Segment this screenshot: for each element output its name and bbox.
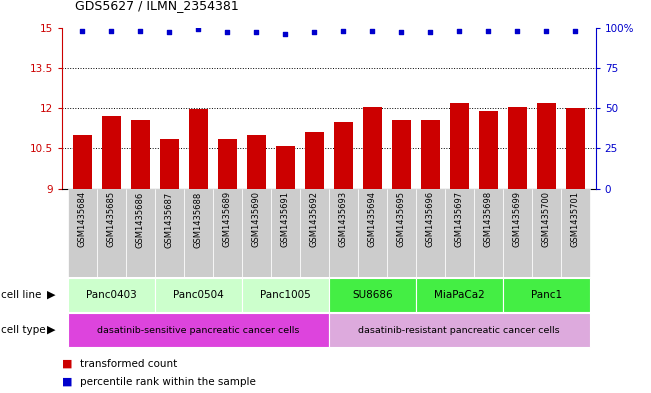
Text: GSM1435695: GSM1435695 <box>397 191 406 247</box>
Text: GSM1435686: GSM1435686 <box>135 191 145 248</box>
Text: GSM1435690: GSM1435690 <box>252 191 260 247</box>
Bar <box>242 278 329 312</box>
Point <box>135 28 145 34</box>
Bar <box>102 116 120 189</box>
Bar <box>189 109 208 189</box>
Point <box>367 28 378 34</box>
Bar <box>247 135 266 189</box>
Bar <box>566 108 585 189</box>
Text: ■: ■ <box>62 377 72 387</box>
Point <box>338 28 348 34</box>
Bar <box>242 189 271 277</box>
Point <box>425 29 436 35</box>
Bar <box>387 189 416 277</box>
Text: Panc1: Panc1 <box>531 290 562 300</box>
Point <box>164 29 174 35</box>
Text: GSM1435698: GSM1435698 <box>484 191 493 248</box>
Text: GSM1435697: GSM1435697 <box>455 191 464 248</box>
Text: GSM1435693: GSM1435693 <box>339 191 348 248</box>
Text: ■: ■ <box>62 358 72 369</box>
Text: percentile rank within the sample: percentile rank within the sample <box>80 377 256 387</box>
Point <box>222 29 232 35</box>
Point <box>280 31 290 37</box>
Bar <box>358 189 387 277</box>
Bar <box>508 107 527 189</box>
Text: GSM1435685: GSM1435685 <box>107 191 116 248</box>
Bar <box>479 111 498 189</box>
Text: GSM1435691: GSM1435691 <box>281 191 290 247</box>
Text: GSM1435701: GSM1435701 <box>571 191 580 247</box>
Text: Panc1005: Panc1005 <box>260 290 311 300</box>
Text: GSM1435700: GSM1435700 <box>542 191 551 247</box>
Bar <box>96 189 126 277</box>
Bar <box>421 120 439 189</box>
Text: GDS5627 / ILMN_2354381: GDS5627 / ILMN_2354381 <box>75 0 239 12</box>
Bar <box>126 189 155 277</box>
Text: SU8686: SU8686 <box>352 290 393 300</box>
Bar <box>155 189 184 277</box>
Text: dasatinib-sensitive pancreatic cancer cells: dasatinib-sensitive pancreatic cancer ce… <box>97 326 299 334</box>
Bar <box>276 146 295 189</box>
Bar <box>73 135 92 189</box>
Text: ▶: ▶ <box>47 290 55 300</box>
Point <box>309 29 320 35</box>
Bar <box>503 278 590 312</box>
Bar <box>392 120 411 189</box>
Bar <box>416 189 445 277</box>
Point <box>77 28 87 34</box>
Bar <box>131 120 150 189</box>
Bar <box>271 189 299 277</box>
Text: cell type: cell type <box>1 325 46 335</box>
Bar <box>155 278 242 312</box>
Text: GSM1435694: GSM1435694 <box>368 191 377 247</box>
Text: dasatinib-resistant pancreatic cancer cells: dasatinib-resistant pancreatic cancer ce… <box>359 326 560 334</box>
Bar <box>503 189 532 277</box>
Text: transformed count: transformed count <box>80 358 177 369</box>
Bar <box>329 313 590 347</box>
Text: GSM1435696: GSM1435696 <box>426 191 435 248</box>
Text: MiaPaCa2: MiaPaCa2 <box>434 290 485 300</box>
Text: GSM1435699: GSM1435699 <box>513 191 522 247</box>
Bar <box>305 132 324 189</box>
Bar <box>450 103 469 189</box>
Point <box>251 29 262 35</box>
Bar <box>218 139 237 189</box>
Bar <box>416 278 503 312</box>
Bar <box>68 278 155 312</box>
Bar <box>329 189 358 277</box>
Bar <box>532 189 561 277</box>
Point <box>512 28 523 34</box>
Bar <box>445 189 474 277</box>
Text: GSM1435684: GSM1435684 <box>77 191 87 248</box>
Point <box>541 28 551 34</box>
Point <box>483 28 493 34</box>
Bar <box>474 189 503 277</box>
Text: GSM1435689: GSM1435689 <box>223 191 232 248</box>
Bar <box>159 139 178 189</box>
Text: Panc0403: Panc0403 <box>86 290 137 300</box>
Text: GSM1435692: GSM1435692 <box>310 191 319 247</box>
Point <box>454 28 465 34</box>
Bar <box>561 189 590 277</box>
Bar <box>537 103 556 189</box>
Point <box>193 26 203 32</box>
Point <box>106 28 117 34</box>
Point <box>396 29 406 35</box>
Text: GSM1435688: GSM1435688 <box>194 191 202 248</box>
Bar <box>184 189 213 277</box>
Bar <box>363 107 381 189</box>
Bar <box>299 189 329 277</box>
Point <box>570 28 581 34</box>
Text: GSM1435687: GSM1435687 <box>165 191 174 248</box>
Bar <box>213 189 242 277</box>
Bar <box>334 121 353 189</box>
Bar <box>68 189 96 277</box>
Bar <box>68 313 329 347</box>
Text: ▶: ▶ <box>47 325 55 335</box>
Text: cell line: cell line <box>1 290 41 300</box>
Bar <box>329 278 416 312</box>
Text: Panc0504: Panc0504 <box>173 290 223 300</box>
